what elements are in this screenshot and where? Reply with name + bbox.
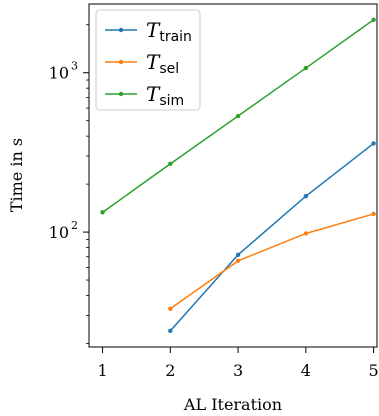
series-sel <box>168 211 376 311</box>
x-axis: 1 2 3 4 5 <box>97 347 379 380</box>
x-tick-label: 3 <box>233 361 243 380</box>
y-tick-exponent: 3 <box>71 60 78 73</box>
plot-frame <box>88 3 378 348</box>
y-axis-title: Time in s <box>7 138 26 212</box>
series-sim <box>100 17 376 215</box>
series-train <box>168 141 376 334</box>
data-point-sim <box>168 161 173 167</box>
series-layer <box>100 17 376 334</box>
x-tick-label: 2 <box>165 361 175 380</box>
legend-subscript: sim <box>159 93 184 109</box>
series-line-train <box>169 142 375 332</box>
x-tick-label: 5 <box>369 361 379 380</box>
series-line-sel <box>169 213 374 310</box>
legend-marker-train <box>118 27 124 33</box>
data-point-sim <box>100 210 105 215</box>
y-tick-base: 10 <box>49 64 69 83</box>
data-point-train <box>371 141 376 146</box>
data-point-train <box>303 193 309 199</box>
legend-label-sel: Tsel <box>146 50 179 77</box>
legend-marker-sel <box>118 59 124 65</box>
data-point-sim <box>371 17 376 22</box>
legend-symbol: T <box>146 82 161 106</box>
data-point-train <box>235 252 241 258</box>
x-tick-label: 1 <box>97 361 107 380</box>
legend-symbol: T <box>146 50 161 74</box>
data-point-sim <box>235 113 241 119</box>
legend-label-sim: Tsim <box>146 82 184 109</box>
data-point-sel <box>371 211 376 217</box>
x-tick-label: 4 <box>301 361 311 380</box>
legend-symbol: T <box>146 18 161 42</box>
data-point-sel <box>303 231 309 236</box>
legend-label-train: Ttrain <box>146 18 192 45</box>
data-point-sim <box>303 65 309 71</box>
y-tick-exponent: 2 <box>71 219 78 232</box>
legend-marker-sim <box>118 91 124 97</box>
legend-subscript: train <box>159 29 192 45</box>
data-point-train <box>168 328 173 334</box>
y-tick-base: 10 <box>49 223 69 242</box>
legend-subscript: sel <box>159 61 179 77</box>
data-point-sel <box>168 306 173 311</box>
x-axis-title: AL Iteration <box>183 395 282 414</box>
y-tick-label: 10 <box>49 223 69 242</box>
data-point-sel <box>235 258 241 264</box>
y-tick-label: 10 <box>49 64 69 83</box>
legend-frame <box>95 9 201 111</box>
